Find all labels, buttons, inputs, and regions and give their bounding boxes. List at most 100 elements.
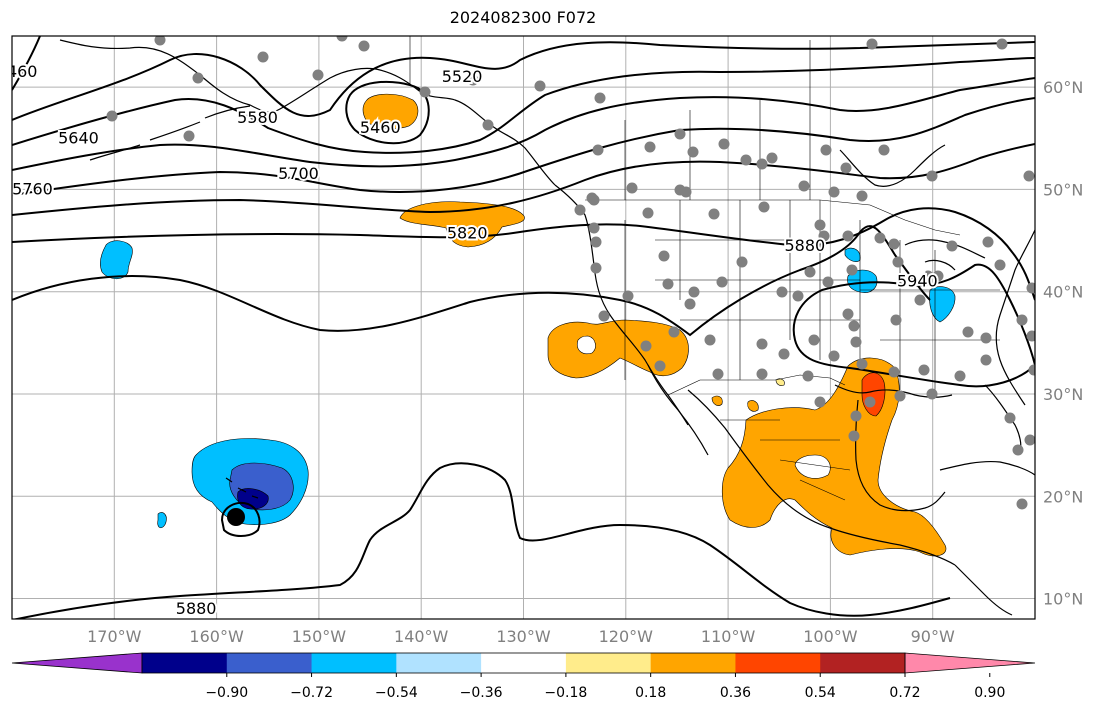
contour-value-label: 5820 <box>447 224 488 243</box>
station-dot <box>680 186 692 198</box>
contour-5700 <box>12 97 1035 196</box>
contour-value-label: 5460 <box>0 62 37 81</box>
station-dot <box>662 278 674 290</box>
station-dot <box>814 396 826 408</box>
florida <box>984 384 1022 451</box>
station-dot <box>592 144 604 156</box>
station-dot <box>856 358 868 370</box>
station-dot <box>687 146 699 158</box>
station-dot <box>658 250 670 262</box>
colorbar-tick-label: −0.36 <box>460 685 503 701</box>
station-dot <box>482 119 494 131</box>
contour-value-label: 5640 <box>58 128 99 147</box>
station-dot <box>918 364 930 376</box>
station-dot <box>1004 412 1016 424</box>
station-dot <box>1023 170 1035 182</box>
station-dot <box>736 256 748 268</box>
colorbar-extend-low <box>11 652 143 674</box>
station-dot <box>822 276 834 288</box>
shade-orange-mexico <box>721 357 947 557</box>
station-dot <box>257 51 269 63</box>
station-dot <box>1028 364 1035 376</box>
station-dot <box>892 256 904 268</box>
cyclone-marker <box>227 508 245 526</box>
station-dot <box>888 238 900 250</box>
station-dot <box>850 336 862 348</box>
lon-tick-label: 100°W <box>803 627 858 646</box>
station-dot <box>864 396 876 408</box>
station-dot <box>766 152 778 164</box>
contour-5880 <box>12 225 931 337</box>
contour-value-label: 5760 <box>12 180 53 199</box>
station-dot <box>890 314 902 326</box>
station-dot <box>586 192 598 204</box>
station-dot <box>183 130 195 142</box>
station-dot <box>154 36 166 46</box>
mexico-pacific-coast <box>687 389 956 566</box>
contour-hawaii-closed <box>220 502 261 537</box>
lon-tick-label: 120°W <box>599 627 654 646</box>
station-dot <box>926 170 938 182</box>
station-dot <box>1026 330 1035 342</box>
station-dot <box>756 338 768 350</box>
colorbar-tick-label: 0.72 <box>889 685 920 701</box>
map-frame <box>11 35 1036 620</box>
station-dot <box>996 38 1008 50</box>
station-dot <box>590 262 602 274</box>
station-dot <box>994 259 1006 271</box>
station-dot <box>312 69 324 81</box>
station-dot <box>598 310 610 322</box>
alaska-coast <box>59 39 556 186</box>
shading-layer <box>100 93 956 557</box>
station-dot <box>926 388 938 400</box>
station-markers <box>106 36 1035 510</box>
station-dot <box>828 186 840 198</box>
station-dot <box>848 430 860 442</box>
lon-tick-label: 90°W <box>911 627 955 646</box>
station-dot <box>842 230 854 242</box>
aleutians <box>89 105 251 161</box>
colorbar-tick-label: −0.72 <box>290 685 333 701</box>
cuba <box>939 460 1035 476</box>
station-dot <box>814 219 826 231</box>
station-dot <box>106 110 118 122</box>
station-dot <box>716 276 728 288</box>
station-dot <box>954 370 966 382</box>
coastlines <box>59 39 1035 616</box>
station-dot <box>818 230 830 242</box>
station-dot <box>654 360 666 372</box>
contour-5880-south <box>12 462 951 619</box>
station-dot <box>467 74 479 86</box>
station-dot <box>704 334 716 346</box>
colorbar-segment <box>396 653 482 673</box>
station-dot <box>1026 282 1035 294</box>
station-dot <box>640 340 652 352</box>
station-dot <box>922 270 934 282</box>
station-dot <box>980 332 992 344</box>
shade-orange-alaska-low <box>362 93 419 129</box>
shade-orange-southwest <box>547 319 689 379</box>
contour-value-label: 5460 <box>360 118 401 137</box>
station-dot <box>684 298 696 310</box>
station-dot <box>688 286 700 298</box>
colorbar-segment <box>226 653 313 673</box>
contour-5820 <box>12 207 1035 301</box>
station-dot <box>756 158 768 170</box>
station-dot <box>1016 314 1028 326</box>
contour-value-label: 5880 <box>784 236 825 255</box>
station-dot <box>590 236 602 248</box>
height-contours <box>12 36 1035 619</box>
colorbar-extend-high <box>904 652 1036 674</box>
station-dot <box>758 201 770 213</box>
colorbar <box>11 652 1036 674</box>
map-body: 5460 5460 5580 5640 5700 5760 5820 5880 5940 5880… <box>0 36 1035 619</box>
station-dot <box>1012 444 1024 456</box>
station-dot <box>846 264 858 276</box>
east-coast <box>995 229 1035 406</box>
colorbar-segment <box>565 653 652 673</box>
station-dot <box>878 144 890 156</box>
station-dot <box>792 290 804 302</box>
station-dot <box>840 162 852 174</box>
station-dot <box>828 350 840 362</box>
